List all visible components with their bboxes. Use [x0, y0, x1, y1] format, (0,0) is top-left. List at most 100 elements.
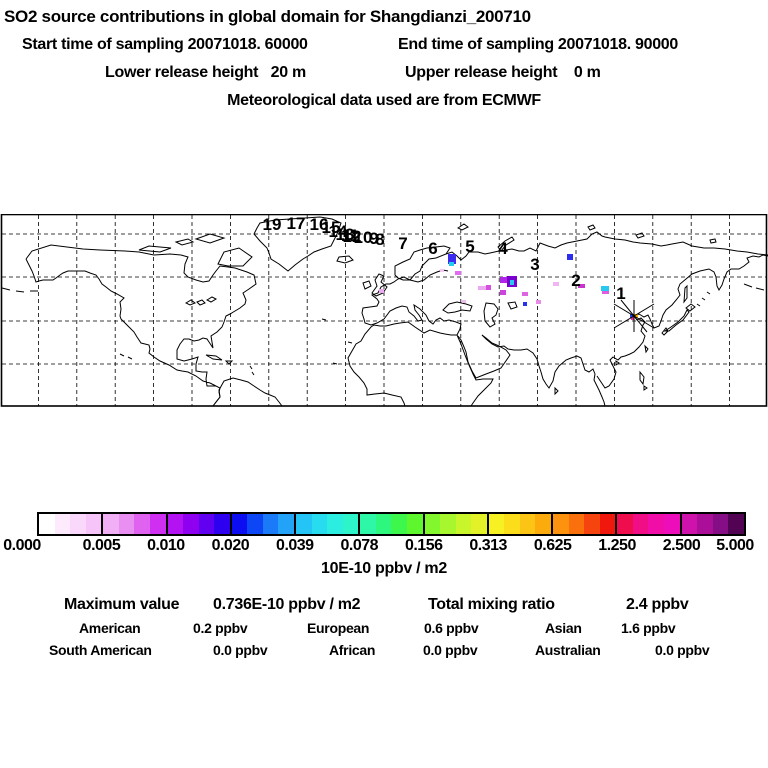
sensitivity-patch	[448, 254, 456, 264]
region-label-american: American	[79, 620, 141, 636]
colorbar-cell	[440, 514, 456, 534]
colorbar-cell	[697, 514, 713, 534]
trajectory-marker: 14	[329, 222, 348, 241]
colorbar-tick: 5.000	[716, 537, 754, 554]
colorbar-tick: 0.010	[147, 537, 185, 554]
max-value-label: Maximum value	[64, 596, 180, 613]
coastline-japan	[661, 284, 696, 336]
coastline-iceland	[336, 255, 354, 264]
sensitivity-patch	[462, 300, 466, 303]
colorbar-cell	[599, 514, 618, 534]
colorbar-tick: 1.250	[598, 537, 636, 554]
colorbar-cell	[553, 514, 569, 534]
colorbar-cell	[728, 514, 744, 534]
colorbar-tick: 0.020	[211, 537, 250, 554]
trajectory-marker: 7	[398, 234, 407, 253]
region-value-asian: 1.6 ppbv	[621, 620, 676, 636]
coastline-europe-africa	[347, 278, 462, 407]
world-map: 19 17 16 15 14 13 12 11 10 9 8 7 6 5 4 3 2 1	[0, 213, 768, 407]
trajectory-marker: 9	[369, 229, 378, 248]
coastline-north-america	[25, 244, 257, 407]
coastline-scandinavia	[394, 245, 451, 281]
receptor-asterisk-marker	[613, 299, 655, 333]
coastline-british-isles	[362, 273, 388, 297]
region-value-african: 0.0 ppbv	[423, 642, 478, 658]
sensitivity-patch	[601, 286, 609, 291]
colorbar-cell	[360, 514, 376, 534]
sensitivity-patch	[486, 285, 491, 290]
colorbar-cell	[118, 514, 135, 534]
trajectory-marker: 19	[263, 215, 282, 234]
colorbar-cell	[535, 514, 553, 534]
colorbar-cell	[198, 514, 215, 534]
colorbar-cell	[471, 514, 489, 534]
colorbar-tick: 2.500	[662, 537, 701, 554]
sensitivity-patch	[478, 286, 486, 290]
colorbar-cell	[504, 514, 520, 534]
coastline-russia-north	[445, 231, 768, 261]
max-value: 0.736E-10 ppbv / m2	[213, 596, 361, 613]
sensitivity-patch	[631, 317, 634, 320]
coastlines	[1, 216, 768, 407]
colorbar-tick: 0.039	[276, 537, 314, 554]
start-time-label: Start time of sampling 20071018. 60000	[22, 36, 308, 53]
colorbar-cell	[39, 514, 55, 534]
sensitivity-patch	[578, 284, 585, 288]
colorbar-cell	[296, 514, 312, 534]
region-value-european: 0.6 ppbv	[424, 620, 479, 636]
colorbar-cell	[149, 514, 168, 534]
mixing-ratio-label: Total mixing ratio	[428, 596, 555, 613]
trajectory-marker: 2	[571, 271, 580, 290]
sensitivity-patch	[500, 290, 506, 295]
sensitivity-patch	[634, 314, 638, 318]
colorbar-cell	[519, 514, 536, 534]
colorbar	[37, 512, 746, 536]
sensitivity-patch	[567, 254, 573, 260]
colorbar-cell	[134, 514, 150, 534]
trajectory-marker: 12	[343, 227, 362, 246]
region-label-asian: Asian	[545, 620, 582, 636]
coastline-south-asia	[481, 334, 606, 407]
colorbar-cell	[103, 514, 119, 534]
colorbar-cell	[327, 514, 343, 534]
trajectory-marker: 15	[322, 218, 341, 237]
sensitivity-patch	[630, 314, 634, 318]
region-value-australian: 0.0 ppbv	[655, 642, 710, 658]
colorbar-cell	[648, 514, 664, 534]
coastline-red-sea-horn	[456, 334, 494, 407]
colorbar-tick: 0.078	[340, 537, 379, 554]
colorbar-tick: 0.156	[404, 537, 443, 554]
colorbar-cell	[424, 514, 441, 534]
region-value-south-american: 0.0 ppbv	[213, 642, 268, 658]
trajectory-marker: 8	[375, 230, 384, 249]
coastline-arabia	[457, 334, 511, 379]
colorbar-cell	[391, 514, 407, 534]
region-value-american: 0.2 ppbv	[193, 620, 248, 636]
colorbar-cell	[167, 514, 184, 534]
colorbar-cell	[54, 514, 71, 534]
colorbar-tick: 0.625	[533, 537, 572, 554]
trajectory-marker: 1	[616, 284, 625, 303]
colorbar-cell	[663, 514, 682, 534]
colorbar-cell	[85, 514, 104, 534]
coastline-caspian-aral	[483, 301, 518, 328]
trajectory-marker: 10	[354, 228, 373, 247]
met-data-label: Meteorological data used are from ECMWF	[227, 92, 541, 109]
colorbar-cell	[70, 514, 86, 534]
colorbar-cell	[231, 514, 248, 534]
colorbar-cell	[406, 514, 425, 534]
sensitivity-patch	[602, 291, 609, 294]
coastline-greenland	[253, 216, 342, 272]
colorbar-cell	[632, 514, 649, 534]
colorbar-cell	[247, 514, 263, 534]
sensitivity-patch	[553, 282, 559, 286]
upper-release-label: Upper release height 0 m	[405, 64, 601, 81]
coastline-east-asia	[596, 254, 768, 389]
trajectory-marker: 11	[341, 226, 359, 245]
colorbar-cell	[617, 514, 633, 534]
colorbar-tick: 0.000	[3, 537, 41, 554]
coastline-arctic-islands	[138, 233, 253, 267]
sensitivity-patches	[379, 254, 638, 320]
